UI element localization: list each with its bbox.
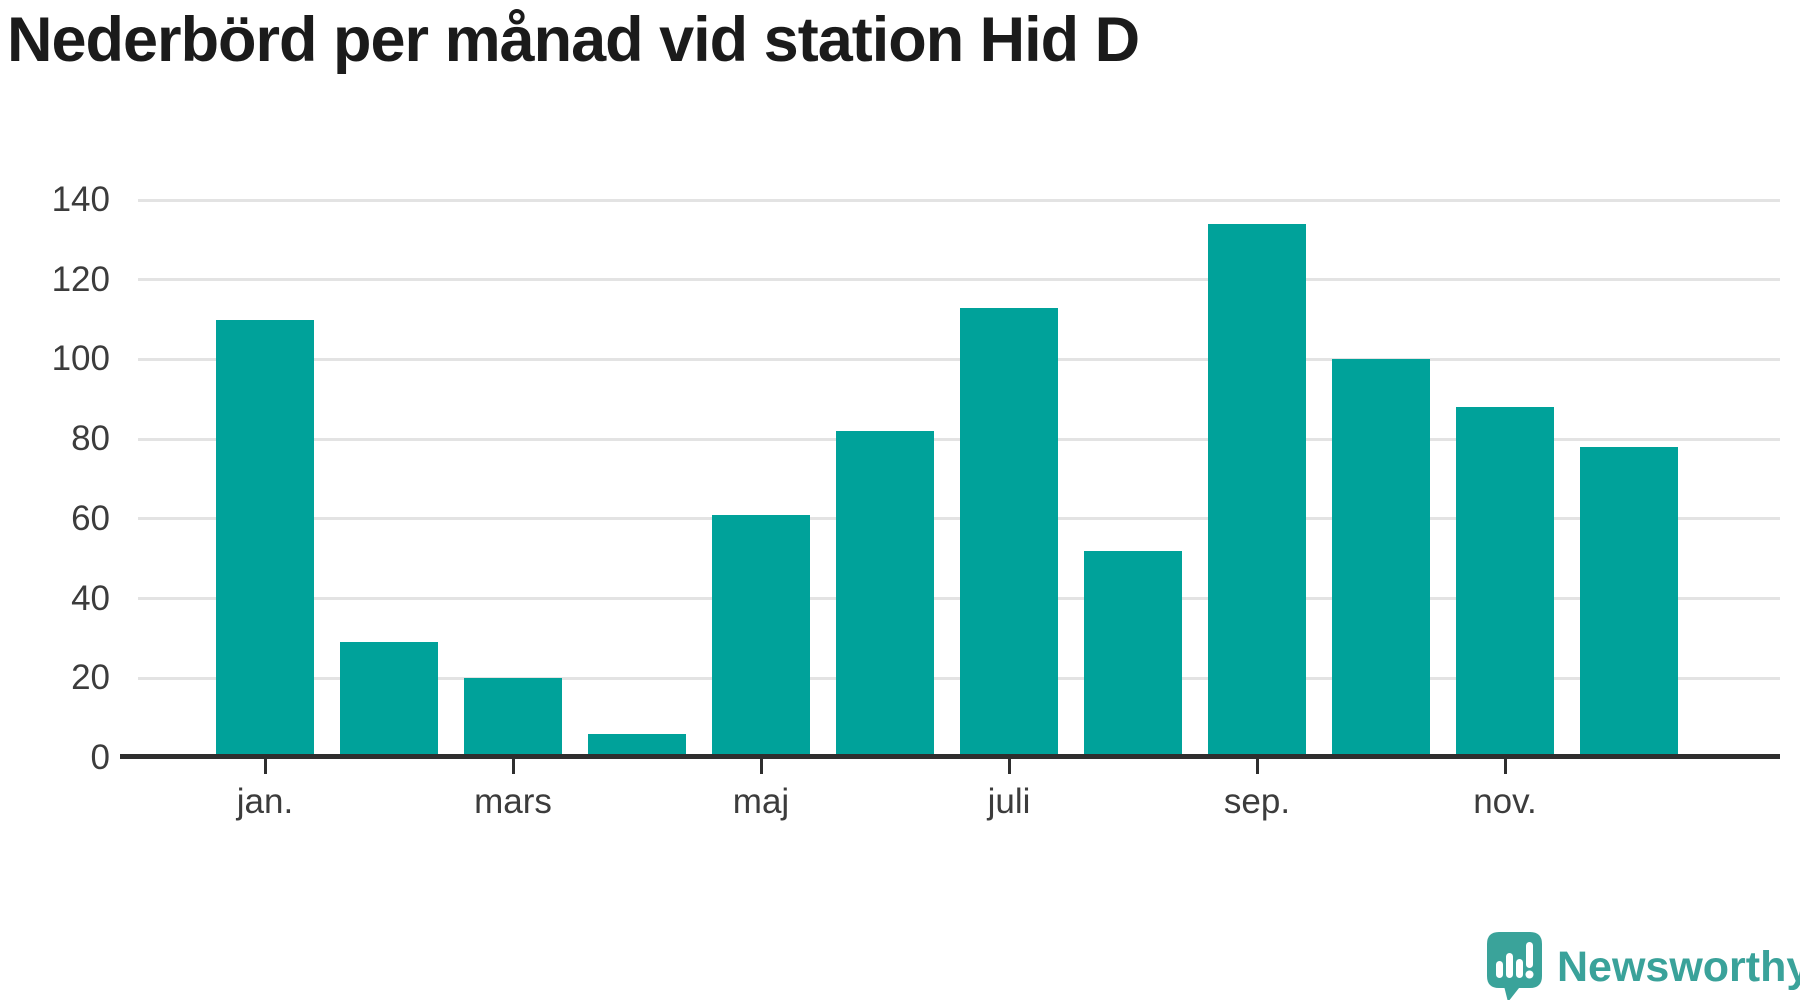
x-axis-tick-label: jan.: [236, 782, 294, 821]
y-axis-tick-label: 140: [51, 180, 110, 219]
y-axis-tick-label: 20: [71, 658, 110, 698]
x-axis-tick-label: mars: [474, 782, 552, 821]
x-axis-tick-label: juli: [987, 782, 1031, 821]
newsworthy-logo-text: Newsworthy: [1557, 943, 1800, 991]
x-axis-tick-label: nov.: [1473, 782, 1537, 821]
y-axis-tick-label: 80: [71, 419, 110, 459]
x-axis-line: [120, 754, 1780, 759]
x-axis-tick-mars: [511, 758, 515, 774]
bar-juni: [836, 431, 934, 758]
bar-juli: [960, 307, 1058, 758]
x-axis-tick-nov.: [1503, 758, 1507, 774]
x-axis-tick-jan.: [263, 758, 267, 774]
bar-aug.: [1084, 550, 1182, 758]
y-axis-tick-label: 120: [51, 259, 110, 299]
bar-sep.: [1208, 223, 1306, 758]
y-gridline-60: [138, 517, 1780, 521]
y-gridline-40: [138, 597, 1780, 601]
y-gridline-140: [138, 198, 1780, 202]
y-gridline-80: [138, 437, 1780, 441]
y-axis-tick-label: 40: [71, 578, 110, 618]
y-axis-tick-label: 60: [71, 498, 110, 538]
bar-dec.: [1580, 447, 1678, 758]
x-axis-tick-label: sep.: [1223, 782, 1291, 821]
y-gridline-100: [138, 357, 1780, 361]
x-axis-tick-juli: [1007, 758, 1011, 774]
bar-mars: [464, 678, 562, 758]
x-axis-tick-label: maj: [732, 782, 790, 821]
x-axis-tick-maj: [759, 758, 763, 774]
newsworthy-speech-bubble-bar-chart-icon: [1487, 932, 1542, 1000]
x-axis-tick-sep.: [1255, 758, 1259, 774]
y-gridline-120: [138, 278, 1780, 282]
y-gridline-20: [138, 676, 1780, 680]
chart-title: Nederbörd per månad vid station Hid D: [7, 5, 1140, 75]
bar-april: [588, 734, 686, 758]
newsworthy-logo[interactable]: Newsworthy: [1486, 932, 1800, 1000]
bar-feb.: [340, 642, 438, 758]
bar-jan.: [216, 319, 314, 758]
y-axis-tick-label: 0: [90, 738, 110, 777]
bar-okt.: [1332, 359, 1430, 758]
bar-nov.: [1456, 407, 1554, 758]
bar-maj: [712, 514, 810, 758]
y-axis-tick-label: 100: [51, 339, 110, 379]
